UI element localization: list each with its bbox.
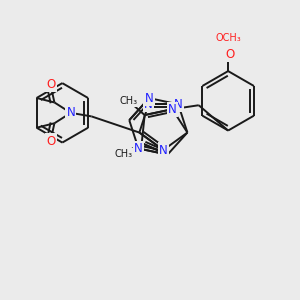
Text: N: N: [66, 106, 75, 119]
Text: CH₃: CH₃: [115, 148, 133, 159]
Text: N: N: [159, 143, 168, 157]
Text: O: O: [46, 135, 56, 148]
Text: CH₃: CH₃: [120, 96, 138, 106]
Text: O: O: [225, 48, 234, 61]
Text: N: N: [174, 98, 183, 111]
Text: N: N: [144, 98, 153, 111]
Text: N: N: [168, 103, 177, 116]
Text: OCH₃: OCH₃: [215, 33, 241, 43]
Text: O: O: [46, 78, 56, 91]
Text: N: N: [134, 142, 143, 155]
Text: N: N: [145, 92, 154, 105]
